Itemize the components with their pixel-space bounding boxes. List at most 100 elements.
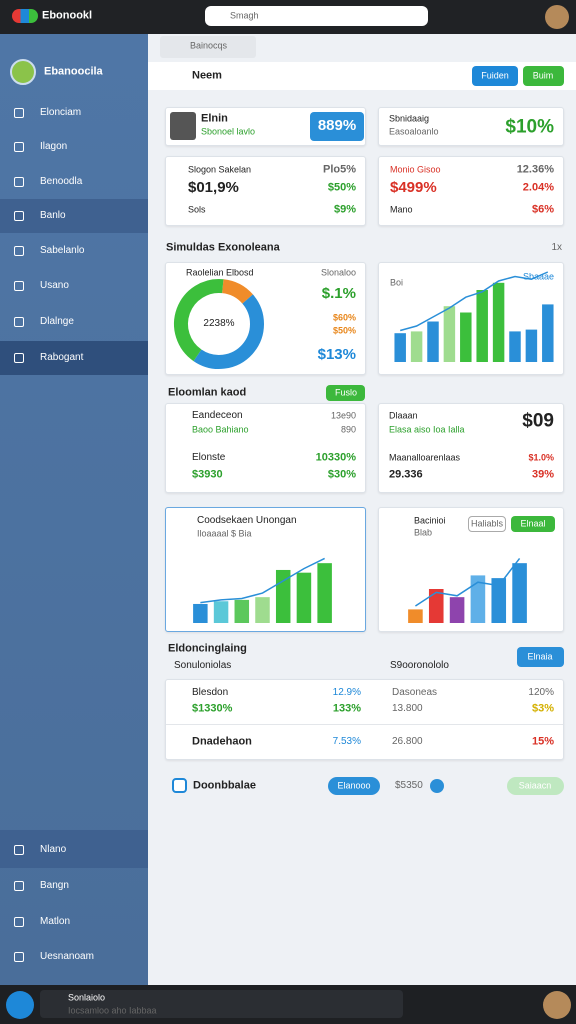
footer-avatar[interactable] — [543, 991, 571, 1019]
label: Elnin — [201, 112, 228, 125]
label: Benoodla — [40, 176, 83, 187]
label: $1.0% — [528, 452, 554, 463]
label: 1x — [551, 242, 562, 253]
nav-active — [0, 830, 148, 868]
label: $01,9% — [188, 179, 239, 196]
chart-button[interactable] — [511, 516, 555, 532]
label: $50% — [332, 325, 356, 336]
footer-field — [40, 990, 403, 1018]
label: $50% — [327, 181, 356, 194]
label: 15% — [531, 735, 554, 748]
label: Ilagon — [40, 141, 68, 152]
label: Haliabls — [470, 518, 504, 529]
logo — [12, 9, 38, 23]
label: Iloaaaal $ Bia — [197, 528, 252, 539]
label: $.1% — [321, 285, 356, 302]
label: $13% — [317, 346, 356, 363]
label: Elonciam — [40, 107, 82, 118]
label: $499% — [390, 179, 437, 196]
search-box[interactable] — [205, 6, 428, 26]
row-button[interactable] — [507, 777, 564, 795]
label: 26.800 — [392, 736, 423, 747]
label: 10330% — [315, 451, 356, 464]
stats-card — [378, 156, 564, 226]
header-button[interactable] — [523, 66, 564, 86]
chart-button[interactable] — [468, 516, 506, 532]
label: Easoaloanlo — [389, 126, 439, 137]
label: Elonste — [192, 452, 226, 463]
label: Maanalloarenlaas — [389, 452, 461, 463]
label: Smagh — [230, 10, 259, 21]
header-button[interactable] — [472, 66, 518, 86]
nav-icon — [14, 281, 24, 291]
label: Banlo — [40, 210, 66, 221]
label: $3% — [531, 702, 554, 715]
label: Bangn — [40, 880, 69, 891]
section-button[interactable] — [517, 647, 564, 667]
label: Sonlaiolo — [68, 992, 106, 1003]
label: Slogon Sakelan — [188, 164, 252, 175]
label: Sonuloniolas — [174, 660, 232, 671]
detail-card — [165, 403, 366, 493]
checkbox[interactable] — [172, 778, 187, 793]
nav-active — [0, 341, 148, 375]
label: Saiaacn — [518, 780, 552, 791]
label: Slonaloo — [320, 267, 356, 278]
label: Raolelian Elbosd — [186, 267, 254, 278]
nav-icon — [14, 108, 24, 118]
footer-button[interactable] — [6, 991, 34, 1019]
label: 7.53% — [332, 736, 361, 747]
label: Uesnanoam — [40, 951, 94, 962]
label: Ebanoocila — [44, 65, 103, 78]
label: 133% — [332, 702, 361, 715]
label: Bacinioi — [414, 515, 446, 526]
nav-icon — [14, 952, 24, 962]
label: Fuiden — [481, 70, 509, 81]
label: Monio Gisoo — [390, 164, 441, 175]
label: Boi — [390, 277, 404, 288]
label: S9ooronololo — [390, 660, 449, 671]
label: Eandeceon — [192, 410, 243, 421]
row-button[interactable] — [328, 777, 380, 795]
nav-icon — [14, 353, 24, 363]
user-avatar — [10, 59, 36, 85]
nav-icon — [14, 246, 24, 256]
detail-card — [378, 403, 564, 493]
label: Eloomlan kaod — [168, 386, 247, 399]
avatar[interactable] — [545, 5, 569, 29]
nav-icon — [14, 881, 24, 891]
sidebar — [0, 34, 148, 985]
section-button[interactable] — [326, 385, 365, 401]
label: Baoo Bahiano — [192, 424, 249, 435]
label: Dnadehaon — [192, 735, 252, 748]
label: Sabelanlo — [40, 245, 85, 256]
nav-active — [0, 199, 148, 233]
summary-card — [378, 107, 564, 146]
label: 13.800 — [392, 703, 423, 714]
label: Dasoneas — [392, 687, 438, 698]
label: $60% — [332, 312, 356, 323]
label: $30% — [327, 468, 356, 481]
label: 120% — [528, 687, 554, 698]
label: $9% — [333, 203, 356, 216]
nav-icon — [14, 317, 24, 327]
label: Blesdon — [192, 687, 229, 698]
breadcrumb-bar — [160, 36, 256, 58]
nav-icon — [14, 917, 24, 927]
label: Bainocqs — [190, 40, 228, 51]
toggle-dot — [430, 779, 444, 793]
label: 29.336 — [389, 468, 423, 481]
nav-icon — [14, 211, 24, 221]
label: Mano — [390, 204, 413, 215]
label: 39% — [531, 468, 554, 481]
label: Blab — [414, 527, 433, 538]
profile-photo — [170, 112, 196, 140]
label: Doonbbalae — [193, 779, 256, 792]
label: Elnaal — [520, 518, 546, 529]
label: Nlano — [40, 844, 67, 855]
label: 13e90 — [330, 410, 356, 421]
label: Elanooo — [337, 780, 371, 791]
label: $09 — [522, 410, 554, 432]
label: 890 — [340, 424, 356, 435]
label: Rabogant — [40, 352, 84, 363]
